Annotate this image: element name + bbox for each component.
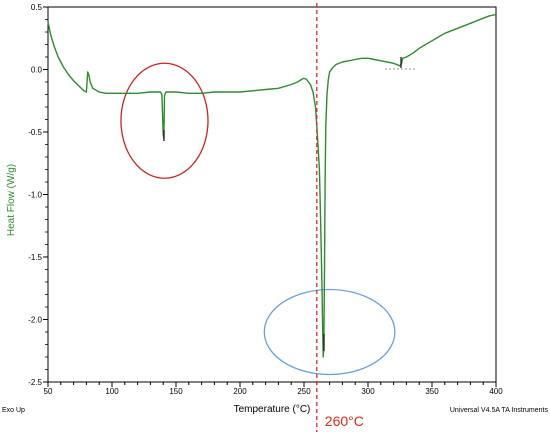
- instrument-label: Universal V4.5A TA Instruments: [450, 407, 549, 414]
- x-tick-label: 100: [105, 387, 119, 396]
- annotation-circles: [120, 62, 396, 376]
- x-tick-label: 200: [233, 387, 247, 396]
- y-tick-label: 0.5: [31, 3, 43, 12]
- temperature-annotation: 260°C: [325, 413, 364, 429]
- y-tick-label: 0.0: [31, 66, 43, 75]
- exo-up-label: Exo Up: [2, 407, 25, 414]
- x-tick-label: 150: [169, 387, 183, 396]
- x-tick-label: 250: [297, 387, 311, 396]
- x-tick-label: 300: [361, 387, 375, 396]
- y-tick-label: -2.5: [28, 378, 42, 387]
- x-tick-label: 50: [44, 387, 53, 396]
- y-tick-label: -2.0: [28, 316, 42, 325]
- y-tick-label: -1.0: [28, 191, 42, 200]
- axis-ticks: [43, 6, 497, 387]
- x-tick-label: 350: [425, 387, 439, 396]
- tick-labels: 50 100 150 200 250 300 350 400 -2.5 -2.0 -1.5 -1.0 -…: [28, 3, 503, 396]
- x-axis-title: Temperature (°C): [234, 404, 311, 415]
- y-axis-title: Heat Flow (W/g): [6, 164, 17, 236]
- y-tick-label: -0.5: [28, 128, 42, 137]
- highlight-circle: [120, 62, 209, 179]
- x-tick-label: 400: [489, 387, 503, 396]
- highlight-circle: [263, 288, 396, 376]
- y-tick-label: -1.5: [28, 253, 42, 262]
